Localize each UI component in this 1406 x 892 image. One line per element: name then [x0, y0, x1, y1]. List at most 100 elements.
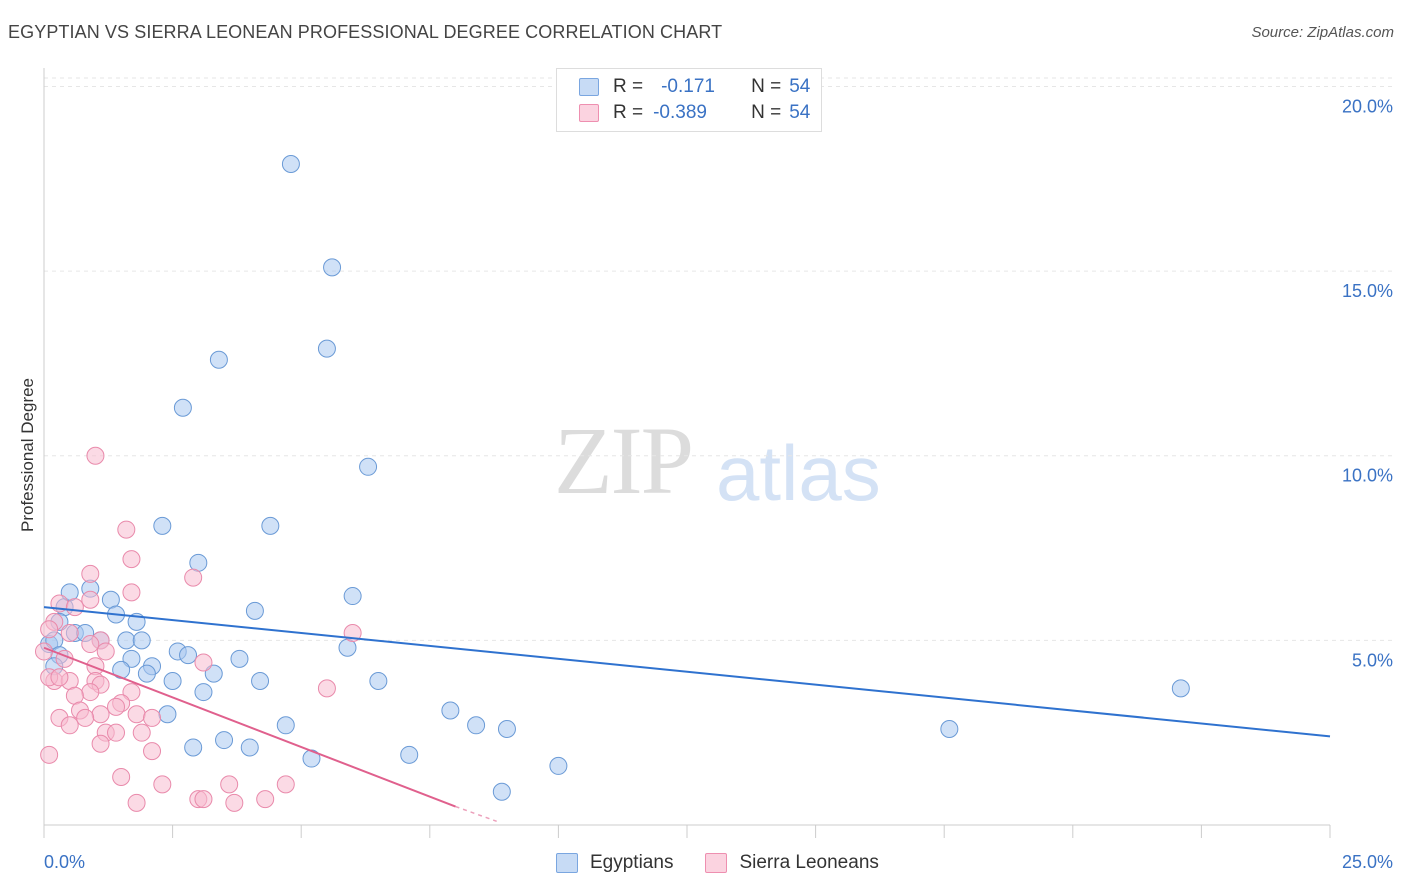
egyptians-point [323, 258, 342, 277]
sierra-leoneans-point [40, 620, 59, 639]
sierra-leoneans-point [127, 705, 146, 724]
y-tick-label: 10.0% [1342, 466, 1393, 486]
sierra-leoneans-point [112, 767, 131, 786]
egyptians-point [137, 664, 156, 683]
x-tick-label-max: 25.0% [1341, 852, 1393, 872]
egyptians-point [194, 683, 213, 702]
y-axis-label: Professional Degree [18, 377, 37, 533]
egyptians-point [204, 664, 223, 683]
sierra-leoneans-point [225, 793, 244, 812]
sierra-leoneans-point [143, 742, 162, 761]
series-label-sierra-leoneans: Sierra Leoneans [739, 852, 879, 873]
sierra-leoneans-point [96, 642, 115, 661]
egyptians-point [251, 671, 270, 690]
sierra-leoneans-trend-line [43, 646, 456, 808]
egyptians-point [467, 716, 486, 735]
sierra-leoneans-point [317, 679, 336, 698]
sierra-leoneans-point [122, 683, 141, 702]
sierra-leoneans-point [117, 520, 136, 539]
sierra-leoneans-point [132, 723, 151, 742]
chart-source: Source: ZipAtlas.com [1251, 24, 1394, 41]
sierra-leoneans-point [65, 598, 84, 617]
sierra-leoneans-point [107, 697, 126, 716]
legend-row-egyptians: R = -0.171 N = 54 [579, 75, 810, 99]
legend-r-value: -0.389 [653, 102, 707, 123]
egyptians-point [158, 705, 177, 724]
series-legend-egyptians[interactable]: Egyptians [556, 852, 673, 874]
egyptians-point [215, 731, 234, 750]
egyptians-point [122, 649, 141, 668]
egyptians-point [117, 631, 136, 650]
legend-n-value: 54 [789, 76, 811, 97]
legend-swatch-sierra-leoneans [579, 104, 599, 122]
egyptians-point [400, 745, 419, 764]
sierra-leoneans-trend-extension [455, 805, 497, 823]
sierra-leoneans-point [81, 635, 100, 654]
egyptians-point [549, 756, 568, 775]
y-tick-label: 5.0% [1352, 650, 1393, 670]
series-label-egyptians: Egyptians [590, 852, 674, 873]
legend-r-label: R = [613, 102, 644, 123]
sierra-leoneans-point [122, 550, 141, 569]
egyptians-point [281, 155, 300, 174]
egyptians-point [209, 350, 228, 369]
sierra-leoneans-point [107, 723, 126, 742]
sierra-leoneans-point [40, 745, 59, 764]
series-swatch-sierra-leoneans [705, 853, 728, 873]
sierra-leoneans-point [127, 793, 146, 812]
sierra-leoneans-point [184, 568, 203, 587]
egyptians-point [343, 587, 362, 606]
sierra-leoneans-point [60, 623, 79, 642]
egyptians-point [153, 516, 172, 535]
series-legend: Egyptians Sierra Leoneans [556, 852, 911, 874]
egyptians-point [163, 671, 182, 690]
y-tick-label: 20.0% [1342, 96, 1393, 116]
egyptians-point [230, 649, 249, 668]
legend-swatch-egyptians [579, 78, 599, 96]
sierra-leoneans-point [76, 708, 95, 727]
egyptians-point [317, 339, 336, 358]
sierra-leoneans-point [86, 446, 105, 465]
watermark-zip: ZIP [554, 407, 694, 514]
sierra-leoneans-point [143, 708, 162, 727]
egyptians-point [173, 398, 192, 417]
egyptians-point [240, 738, 259, 757]
egyptians-point [261, 516, 280, 535]
sierra-leoneans-point [91, 705, 110, 724]
egyptians-point [245, 601, 264, 620]
correlation-legend: R = -0.171 N = 54 R = -0.389 N = 54 [556, 68, 822, 132]
legend-n-value: 54 [789, 102, 811, 123]
sierra-leoneans-point [50, 668, 69, 687]
legend-n-label: N = [751, 102, 782, 123]
legend-n-label: N = [751, 76, 782, 97]
y-tick-label: 15.0% [1342, 281, 1393, 301]
sierra-leoneans-point [256, 790, 275, 809]
egyptians-point [492, 782, 511, 801]
egyptians-point [497, 719, 516, 738]
sierra-leoneans-point [91, 734, 110, 753]
egyptians-point [369, 671, 388, 690]
legend-r-value: -0.171 [661, 76, 715, 97]
x-tick-label-min: 0.0% [44, 852, 86, 872]
sierra-leoneans-point [81, 683, 100, 702]
egyptians-point [132, 631, 151, 650]
sierra-leoneans-point [60, 716, 79, 735]
egyptians-point [940, 719, 959, 738]
egyptians-point [276, 716, 295, 735]
legend-r-label: R = [613, 76, 644, 97]
sierra-leoneans-point [194, 653, 213, 672]
series-swatch-egyptians [556, 853, 578, 873]
series-legend-sierra-leoneans[interactable]: Sierra Leoneans [705, 852, 879, 874]
chart-title: EGYPTIAN VS SIERRA LEONEAN PROFESSIONAL … [8, 22, 723, 42]
sierra-leoneans-point [81, 590, 100, 609]
egyptians-trend-line [43, 606, 1331, 738]
sierra-leoneans-point [276, 775, 295, 794]
egyptians-point [441, 701, 460, 720]
sierra-leoneans-point [81, 564, 100, 583]
egyptians-point [1171, 679, 1190, 698]
sierra-leoneans-point [35, 642, 53, 661]
legend-row-sierra-leoneans: R = -0.389 N = 54 [579, 101, 810, 125]
sierra-leoneans-point [153, 775, 172, 794]
sierra-leoneans-point [194, 790, 213, 809]
